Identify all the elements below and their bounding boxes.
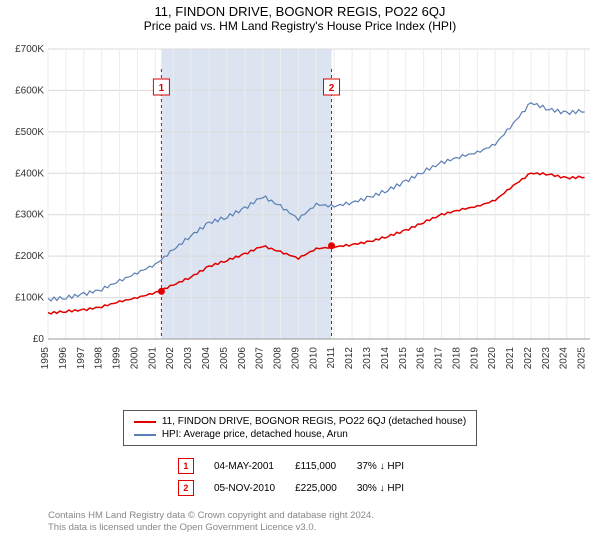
svg-text:1: 1 [159,83,165,94]
svg-text:2003: 2003 [183,347,194,370]
legend-label: 11, FINDON DRIVE, BOGNOR REGIS, PO22 6QJ… [162,416,466,427]
svg-text:2023: 2023 [541,347,552,370]
price-chart: £0 £100K £200K £300K £400K £500K £600K £700K 199… [0,39,600,399]
marker-box: 1 [178,458,194,474]
tx-date: 04-MAY-2001 [214,456,293,476]
arrow-down-icon: ↓ [380,483,385,494]
marker-box: 2 [178,480,194,496]
svg-text:2014: 2014 [380,347,391,370]
legend-swatch [134,421,156,423]
svg-text:2021: 2021 [505,347,516,370]
svg-text:1999: 1999 [112,347,123,370]
chart-subtitle: Price paid vs. HM Land Registry's House … [0,19,600,39]
chart-title: 11, FINDON DRIVE, BOGNOR REGIS, PO22 6QJ [0,0,600,19]
svg-text:2: 2 [329,83,335,94]
svg-text:£0: £0 [33,334,45,345]
table-row: 1 04-MAY-2001 £115,000 37% ↓ HPI [178,456,422,476]
svg-text:2019: 2019 [469,347,480,370]
svg-text:£200K: £200K [15,251,44,262]
svg-text:£700K: £700K [15,44,44,55]
svg-text:2000: 2000 [129,347,140,370]
svg-text:2022: 2022 [523,347,534,370]
svg-text:£500K: £500K [15,127,44,138]
legend-label: HPI: Average price, detached house, Arun [162,429,348,440]
svg-text:£100K: £100K [15,293,44,304]
tx-price: £115,000 [295,456,355,476]
svg-text:2005: 2005 [219,347,230,370]
transaction-table: 1 04-MAY-2001 £115,000 37% ↓ HPI 2 05-NO… [176,454,424,500]
svg-text:2008: 2008 [273,347,284,370]
svg-text:£300K: £300K [15,210,44,221]
svg-text:2020: 2020 [487,347,498,370]
tx-price: £225,000 [295,478,355,498]
svg-text:2001: 2001 [147,347,158,370]
svg-text:1996: 1996 [58,347,69,370]
svg-text:2006: 2006 [237,347,248,370]
svg-text:2007: 2007 [255,347,266,370]
svg-text:2016: 2016 [416,347,427,370]
svg-text:2002: 2002 [165,347,176,370]
svg-text:2013: 2013 [362,347,373,370]
arrow-down-icon: ↓ [380,461,385,472]
svg-text:2004: 2004 [201,347,212,370]
footer-text: Contains HM Land Registry data © Crown c… [48,510,588,535]
svg-text:2017: 2017 [434,347,445,370]
legend-item: HPI: Average price, detached house, Arun [134,428,466,441]
svg-text:2015: 2015 [398,347,409,370]
svg-text:1998: 1998 [94,347,105,370]
tx-pct: 37% ↓ HPI [357,456,422,476]
tx-date: 05-NOV-2010 [214,478,293,498]
svg-text:1997: 1997 [76,347,87,370]
legend-swatch [134,434,156,436]
legend: 11, FINDON DRIVE, BOGNOR REGIS, PO22 6QJ… [123,410,477,446]
svg-text:2025: 2025 [577,347,588,370]
svg-text:2010: 2010 [308,347,319,370]
tx-pct: 30% ↓ HPI [357,478,422,498]
svg-text:2011: 2011 [326,347,337,369]
svg-text:£600K: £600K [15,85,44,96]
svg-text:2018: 2018 [451,347,462,370]
svg-text:1995: 1995 [40,347,51,370]
svg-text:£400K: £400K [15,168,44,179]
svg-text:2024: 2024 [559,347,570,370]
svg-text:2009: 2009 [290,347,301,370]
table-row: 2 05-NOV-2010 £225,000 30% ↓ HPI [178,478,422,498]
svg-text:2012: 2012 [344,347,355,370]
legend-item: 11, FINDON DRIVE, BOGNOR REGIS, PO22 6QJ… [134,415,466,428]
